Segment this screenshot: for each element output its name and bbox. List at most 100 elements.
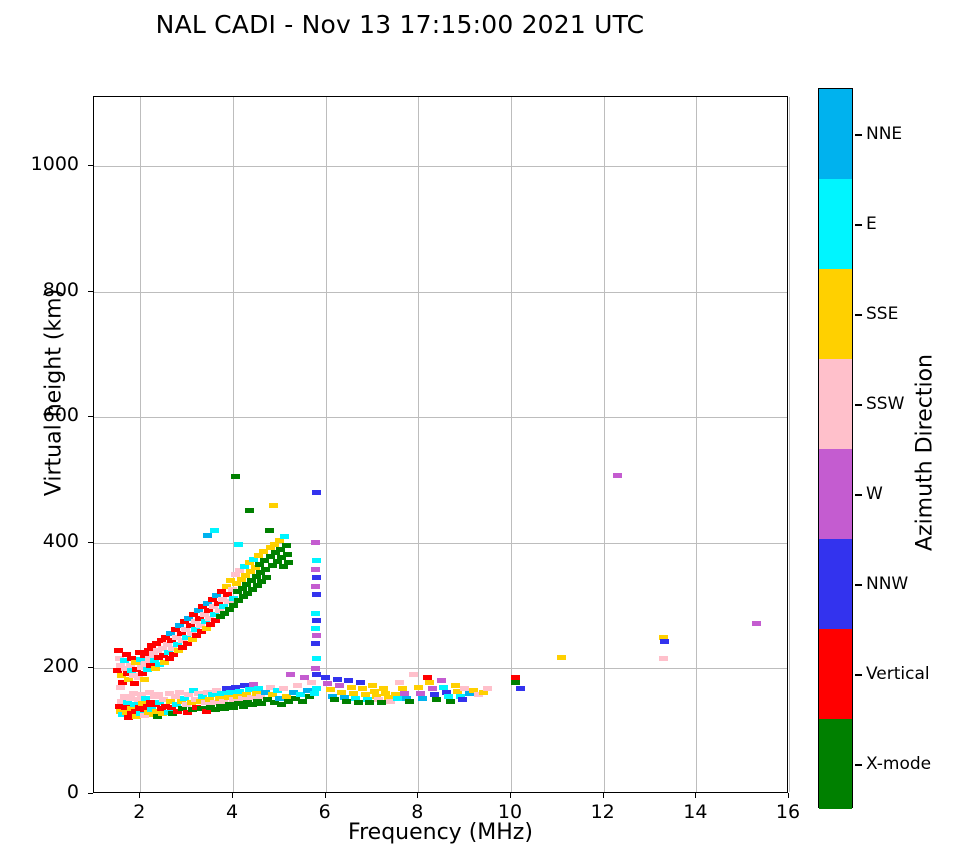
y-tick-label: 200 (42, 655, 79, 678)
data-point (257, 579, 267, 585)
data-point (207, 692, 217, 698)
data-point (192, 704, 202, 710)
data-point (187, 707, 197, 713)
data-point (131, 659, 141, 665)
data-point (209, 527, 219, 533)
colorbar-label-e: E (866, 214, 877, 234)
data-point (152, 640, 162, 646)
data-point (253, 552, 263, 558)
data-point (372, 693, 382, 699)
colorbar-segment-nnw[interactable] (819, 539, 852, 629)
data-point (230, 684, 240, 690)
data-point (130, 680, 140, 686)
data-point (404, 698, 414, 704)
x-tick-label: 4 (225, 801, 239, 823)
data-point (116, 662, 126, 668)
data-point (206, 704, 216, 710)
data-point (142, 667, 152, 673)
colorbar-tick (855, 584, 862, 586)
data-point (386, 698, 396, 704)
data-point (228, 697, 238, 703)
colorbar-segment-e[interactable] (819, 179, 852, 269)
data-point (311, 557, 321, 563)
data-point (135, 657, 145, 663)
data-point (238, 703, 248, 709)
gridline-vertical (511, 97, 512, 792)
data-point (118, 712, 128, 718)
data-point (399, 691, 409, 697)
data-point (191, 626, 201, 632)
colorbar-segment-w[interactable] (819, 449, 852, 539)
data-point (214, 608, 224, 614)
colorbar-segment-vertical[interactable] (819, 629, 852, 719)
data-point (310, 610, 320, 616)
x-tick-label: 12 (590, 801, 615, 823)
data-point (128, 673, 138, 679)
data-point (235, 688, 245, 694)
colorbar[interactable]: NNE E SSE SSW W NNW Vertical X-mode (818, 88, 931, 809)
data-point (416, 691, 426, 697)
colorbar-segment-nne[interactable] (819, 89, 852, 179)
data-point (244, 507, 254, 513)
data-point (234, 701, 244, 707)
data-point (204, 608, 214, 614)
data-point (242, 692, 252, 698)
colorbar-label-nne: NNE (866, 124, 903, 144)
data-point (286, 672, 296, 678)
data-point (261, 575, 271, 581)
data-point (221, 686, 231, 691)
data-point (218, 596, 228, 602)
y-axis-title: Virtual height (km) (41, 288, 67, 497)
data-point (201, 708, 211, 714)
data-point (214, 696, 224, 702)
data-point (141, 660, 151, 666)
colorbar-segment-x-mode[interactable] (819, 719, 852, 809)
data-point (219, 698, 229, 704)
data-point (284, 698, 294, 704)
data-point (200, 619, 210, 625)
data-point (379, 686, 389, 691)
data-point (280, 534, 290, 540)
data-point (161, 634, 171, 640)
data-point (155, 700, 165, 706)
data-point (279, 686, 289, 691)
data-point (425, 679, 435, 685)
data-point (660, 638, 670, 644)
data-point (192, 633, 202, 639)
data-point (409, 672, 419, 678)
data-point (300, 674, 310, 680)
data-point (184, 692, 194, 698)
data-point (247, 694, 257, 700)
data-point (265, 684, 275, 690)
data-point (149, 694, 159, 700)
data-point (198, 694, 208, 700)
data-point (196, 698, 206, 704)
data-point (221, 584, 231, 590)
x-tick-label: 14 (683, 801, 708, 823)
data-point (265, 545, 275, 551)
colorbar-segment-ssw[interactable] (819, 359, 852, 449)
data-point (117, 698, 127, 704)
data-point (145, 689, 155, 695)
data-point (172, 708, 182, 714)
colorbar-segment-sse[interactable] (819, 269, 852, 359)
data-point (226, 578, 236, 583)
data-point (140, 653, 150, 659)
data-point (164, 656, 174, 662)
y-tick (88, 290, 93, 292)
x-tick (602, 793, 604, 798)
data-point (284, 560, 294, 566)
data-point (432, 697, 442, 703)
data-point (145, 656, 155, 662)
data-point (383, 694, 393, 700)
data-point (272, 687, 282, 693)
data-point (310, 540, 320, 546)
data-point (230, 571, 240, 577)
data-point (126, 656, 136, 662)
data-point (392, 696, 402, 702)
gridline-horizontal (94, 166, 787, 168)
data-point (288, 689, 298, 695)
data-point (226, 689, 236, 695)
data-point (159, 653, 168, 659)
data-point (659, 656, 669, 662)
